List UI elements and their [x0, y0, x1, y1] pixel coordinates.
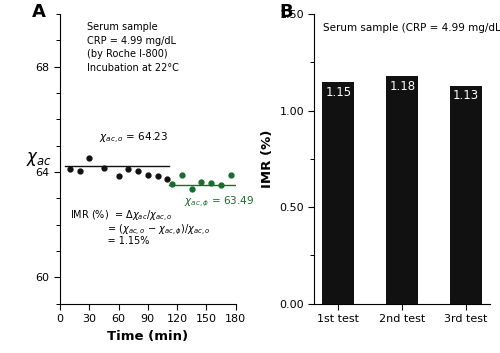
- Text: 1.15: 1.15: [326, 85, 351, 98]
- Text: A: A: [32, 2, 46, 20]
- Text: = ($\chi_{ac,o}$ − $\chi_{ac,\phi}$)/$\chi_{ac,o}$: = ($\chi_{ac,o}$ − $\chi_{ac,\phi}$)/$\c…: [70, 222, 210, 237]
- Text: IMR (%)  = $\Delta\chi_{ac}$/$\chi_{ac,o}$: IMR (%) = $\Delta\chi_{ac}$/$\chi_{ac,o}…: [70, 209, 172, 224]
- Text: 1.18: 1.18: [389, 80, 415, 93]
- Text: B: B: [280, 2, 293, 20]
- Text: 1.13: 1.13: [453, 89, 479, 102]
- Bar: [386, 76, 418, 304]
- Bar: [322, 82, 354, 304]
- Text: $\chi_{ac,o}$ = 64.23: $\chi_{ac,o}$ = 64.23: [99, 131, 168, 146]
- Bar: [450, 85, 482, 304]
- Text: = 1.15%: = 1.15%: [70, 236, 149, 246]
- Text: Serum sample
CRP = 4.99 mg/dL
(by Roche I-800)
Incubation at 22°C: Serum sample CRP = 4.99 mg/dL (by Roche …: [88, 22, 179, 73]
- Text: $\chi_{ac,\phi}$ = 63.49: $\chi_{ac,\phi}$ = 63.49: [184, 195, 254, 209]
- Text: Serum sample (CRP = 4.99 mg/dL): Serum sample (CRP = 4.99 mg/dL): [324, 23, 500, 33]
- Y-axis label: IMR (%): IMR (%): [261, 130, 274, 188]
- X-axis label: Time (min): Time (min): [107, 330, 188, 342]
- Y-axis label: $\chi_{ac}$: $\chi_{ac}$: [26, 150, 52, 168]
